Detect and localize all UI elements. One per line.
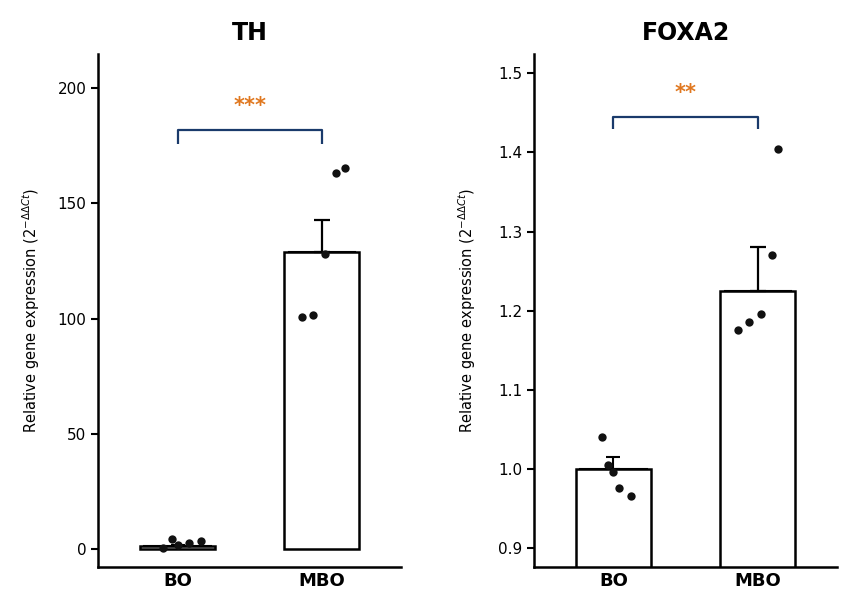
Point: [607, 467, 620, 477]
Point: [194, 536, 208, 546]
Point: [731, 326, 745, 335]
Point: [754, 310, 768, 320]
Title: TH: TH: [232, 21, 268, 45]
Point: [338, 163, 352, 173]
Point: [171, 540, 184, 550]
Text: Relative gene expression ($2^{-\Delta\Delta Ct}$): Relative gene expression ($2^{-\Delta\De…: [456, 188, 478, 433]
Text: Relative gene expression ($2^{-\Delta\Delta Ct}$): Relative gene expression ($2^{-\Delta\De…: [21, 188, 42, 433]
Point: [295, 313, 309, 323]
Point: [156, 543, 170, 552]
Point: [182, 538, 196, 548]
Point: [595, 432, 609, 442]
Bar: [140, 546, 215, 549]
Text: ***: ***: [233, 96, 266, 116]
Point: [329, 169, 343, 178]
Point: [165, 535, 178, 544]
Point: [624, 491, 637, 501]
Point: [613, 483, 626, 493]
Point: [771, 144, 785, 153]
Point: [317, 249, 331, 259]
Point: [306, 310, 320, 320]
Bar: [284, 252, 360, 549]
Point: [765, 251, 779, 260]
Text: **: **: [674, 82, 697, 103]
Point: [601, 459, 614, 469]
Bar: [720, 291, 795, 611]
Bar: [576, 469, 651, 611]
Point: [742, 318, 756, 327]
Title: FOXA2: FOXA2: [642, 21, 730, 45]
